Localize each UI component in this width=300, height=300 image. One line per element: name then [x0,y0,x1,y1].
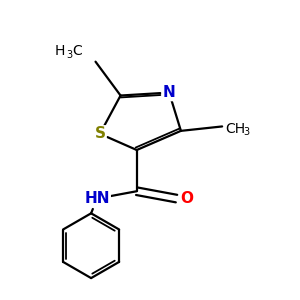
Text: H: H [54,44,65,58]
Text: N: N [163,85,175,100]
Text: O: O [180,191,193,206]
Text: C: C [73,44,82,58]
Text: 3: 3 [66,50,72,60]
Text: S: S [94,126,105,141]
Text: HN: HN [84,191,110,206]
Text: CH: CH [225,122,245,136]
Text: 3: 3 [243,127,250,137]
